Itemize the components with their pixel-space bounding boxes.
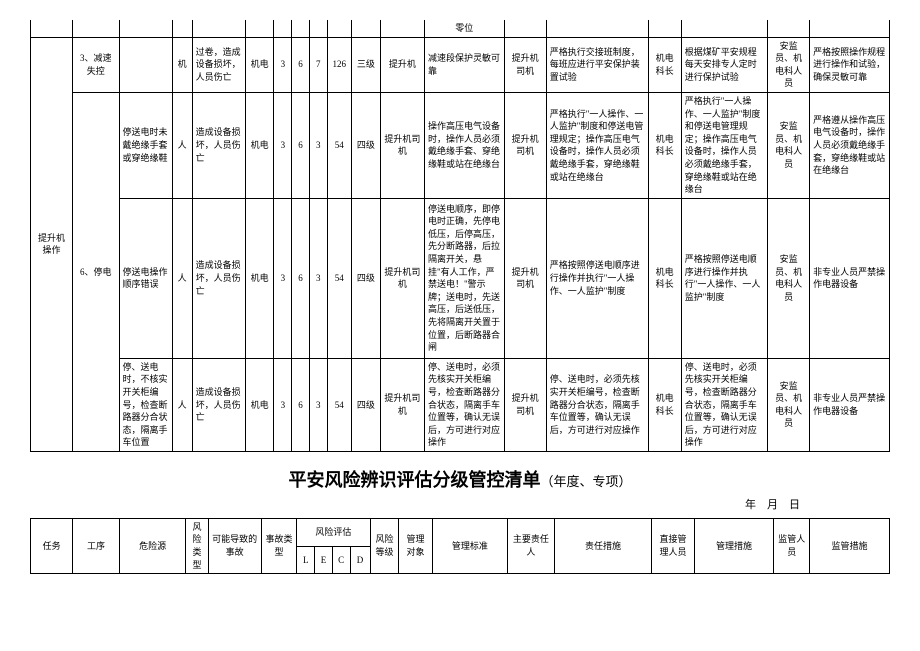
hdr-mgr: 直接管理人员 <box>652 518 694 573</box>
hdr-object: 管理对象 <box>399 518 432 573</box>
E-cell: 6 <box>292 37 310 92</box>
mgr-cell: 机电科长 <box>648 37 681 92</box>
hazard-cell: 停送电时未戴绝缘手套或穿绝缘鞋 <box>119 92 172 198</box>
standard-cell: 减速段保护灵敏可靠 <box>424 37 504 92</box>
hazard-cell <box>119 37 172 92</box>
C-cell: 7 <box>309 37 327 92</box>
hdr-L: L <box>297 546 315 574</box>
hdr-mgmt-measure: 管理措施 <box>694 518 774 573</box>
level-cell: 三级 <box>351 37 380 92</box>
top-fragment-table: 零位 <box>30 20 890 38</box>
object-cell: 提升机 <box>380 37 424 92</box>
header-table-2: 任务 工序 危险源 风险类型 可能导致的事故 事故类型 风险评估 风险等级 管理… <box>30 518 890 574</box>
hdr-super-measure: 监管措施 <box>809 518 889 573</box>
D-cell: 126 <box>327 37 351 92</box>
acc-type-cell: 机电 <box>245 92 274 198</box>
hdr-measure: 责任措施 <box>554 518 652 573</box>
hdr-task: 任务 <box>31 518 73 573</box>
hdr-person: 主要责任人 <box>508 518 555 573</box>
hdr-consequence: 可能导致的事故 <box>208 518 261 573</box>
hdr-D: D <box>350 546 370 574</box>
hdr-risk-type: 风险类型 <box>186 518 208 573</box>
risk-type-cell: 人 <box>172 92 192 198</box>
consequence-cell: 造成设备损坏，人员伤亡 <box>192 92 245 198</box>
acc-type-cell: 机电 <box>245 37 274 92</box>
task-cell: 提升机操作 <box>31 37 73 451</box>
mgmt-measure-cell: 根据煤矿平安规程每天安排专人定时进行保护试验 <box>681 37 767 92</box>
step-cell: 6、停电 <box>73 92 119 451</box>
hdr-standard: 管理标准 <box>432 518 507 573</box>
person-cell: 提升机司机 <box>504 37 546 92</box>
hdr-eval: 风险评估 <box>297 518 370 546</box>
fragment-cell: 零位 <box>424 20 504 37</box>
step-cell: 3、减速失控 <box>73 37 119 92</box>
super-measure-cell: 严格按照操作规程进行操作和试验，确保灵敏可靠 <box>810 37 890 92</box>
hdr-E: E <box>315 546 333 574</box>
super-cell: 安监员、机电科人员 <box>768 37 810 92</box>
hdr-step: 工序 <box>73 518 120 573</box>
measure-cell: 严格执行交接班制度，每班应进行平安保护装置试验 <box>546 37 648 92</box>
hdr-hazard: 危险源 <box>119 518 186 573</box>
main-table: 提升机操作 3、减速失控 机 过卷，造成设备损坏，人员伤亡 机电 3 6 7 1… <box>30 37 890 452</box>
page-title: 平安风险辨识评估分级管控清单（年度、专项） <box>30 466 890 492</box>
consequence-cell: 过卷，造成设备损坏，人员伤亡 <box>192 37 245 92</box>
L-cell: 3 <box>274 37 292 92</box>
date-line: 年 月 日 <box>30 496 890 512</box>
hdr-level: 风险等级 <box>370 518 399 573</box>
risk-type-cell: 机 <box>172 37 192 92</box>
hdr-C: C <box>332 546 350 574</box>
hdr-acc-type: 事故类型 <box>261 518 297 573</box>
hdr-super: 监管人员 <box>774 518 810 573</box>
